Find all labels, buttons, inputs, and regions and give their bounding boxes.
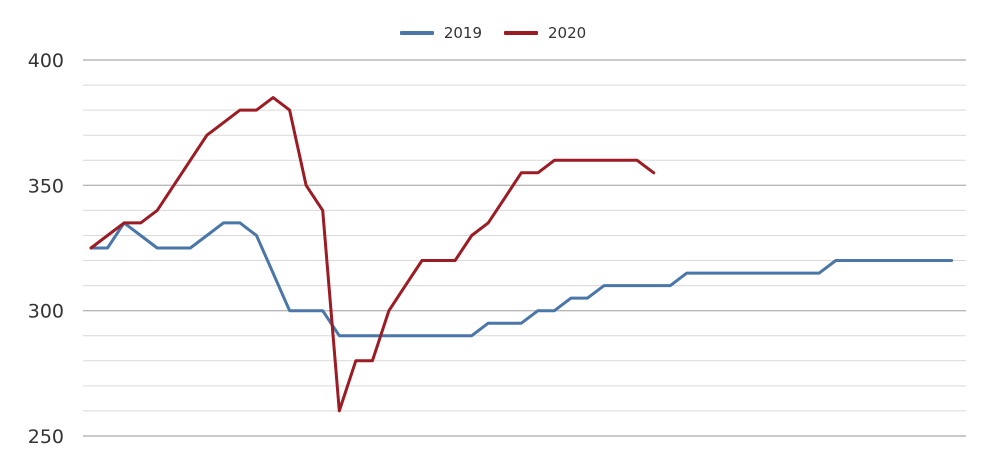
series-lines (89, 96, 954, 413)
legend: 2019 2020 (0, 21, 986, 45)
legend-label: 2020 (548, 24, 587, 42)
y-tick-label: 350 (28, 175, 64, 197)
legend-label: 2019 (443, 24, 482, 42)
series-line-2019[interactable] (89, 221, 954, 338)
y-tick-label: 400 (28, 50, 64, 72)
y-axis-tick-labels: 250 300 350 400 (28, 50, 64, 448)
y-tick-label: 300 (28, 301, 64, 323)
y-tick-label: 250 (28, 426, 64, 448)
legend-item-2019[interactable]: 2019 (399, 24, 482, 42)
legend-swatch-2019 (399, 31, 434, 35)
legend-item-2020[interactable]: 2020 (504, 24, 586, 42)
grid-lines (83, 59, 966, 437)
legend-swatch-2020 (504, 31, 538, 35)
series-line-2020[interactable] (89, 96, 656, 413)
